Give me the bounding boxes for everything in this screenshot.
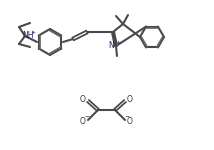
Text: O: O: [80, 96, 86, 105]
Text: O: O: [127, 117, 133, 126]
Text: NH: NH: [22, 32, 34, 40]
Text: O: O: [127, 96, 133, 105]
Text: +: +: [31, 30, 36, 35]
Text: −: −: [84, 114, 90, 118]
Text: +: +: [115, 39, 120, 45]
Text: O: O: [80, 117, 86, 126]
Text: N: N: [108, 42, 114, 51]
Text: −: −: [124, 114, 130, 118]
